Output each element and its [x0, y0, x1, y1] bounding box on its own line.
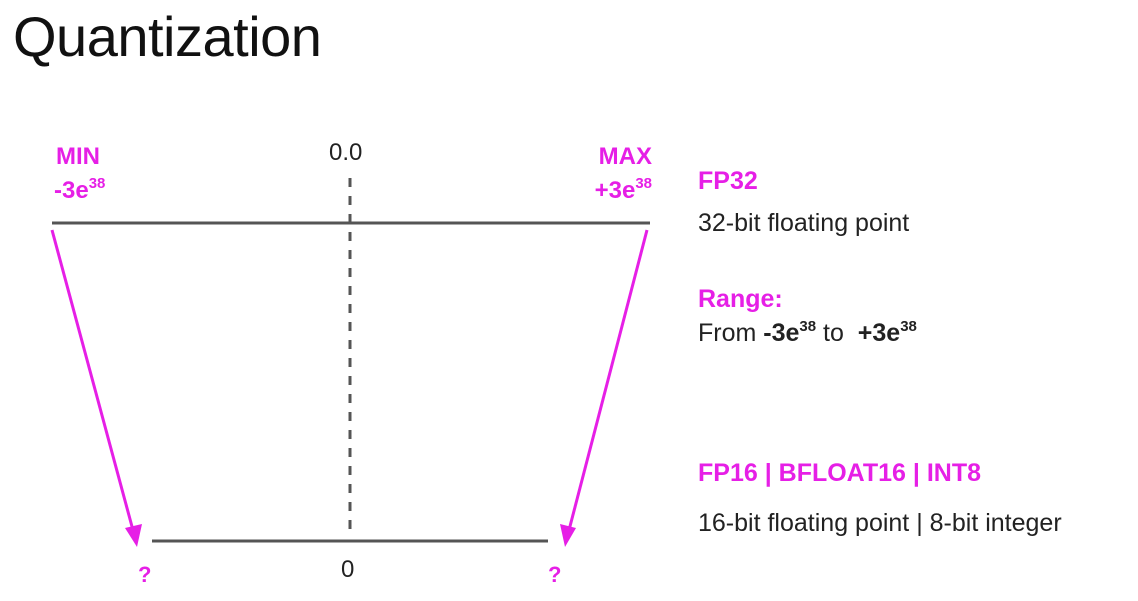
range-max: +3e — [857, 319, 901, 347]
max-mapping-arrow — [566, 229, 649, 535]
min-value: -3e38 — [54, 175, 106, 205]
fp32-description: 32-bit floating point — [698, 209, 910, 237]
right-unknown-mark: ? — [548, 562, 562, 587]
center-label-low: 0 — [341, 556, 355, 583]
low-precision-description: 16-bit floating point | 8-bit integer — [698, 509, 1062, 537]
range-max-exp: 38 — [900, 318, 917, 335]
max-value-base: +3e — [594, 177, 636, 204]
min-value-exp: 38 — [88, 175, 106, 192]
range-description: From -3e38 to +3e38 — [698, 318, 917, 348]
min-mapping-arrow — [50, 229, 136, 535]
max-value: +3e38 — [560, 175, 652, 205]
min-value-base: -3e — [54, 177, 89, 204]
min-label: MIN — [56, 143, 100, 170]
center-label-fp32: 0.0 — [329, 139, 363, 166]
range-to: to — [816, 319, 858, 347]
max-arrowhead — [560, 524, 576, 547]
low-precision-heading: FP16 | BFLOAT16 | INT8 — [698, 459, 982, 487]
max-value-exp: 38 — [635, 175, 652, 192]
page-title: Quantization — [13, 5, 322, 68]
max-label: MAX — [598, 143, 652, 170]
fp32-heading: FP32 — [698, 167, 758, 195]
range-min-exp: 38 — [799, 318, 817, 335]
range-from: From — [698, 319, 764, 347]
range-min: -3e — [763, 319, 800, 347]
range-heading: Range: — [698, 285, 783, 313]
min-arrowhead — [125, 524, 142, 547]
left-unknown-mark: ? — [138, 562, 152, 587]
